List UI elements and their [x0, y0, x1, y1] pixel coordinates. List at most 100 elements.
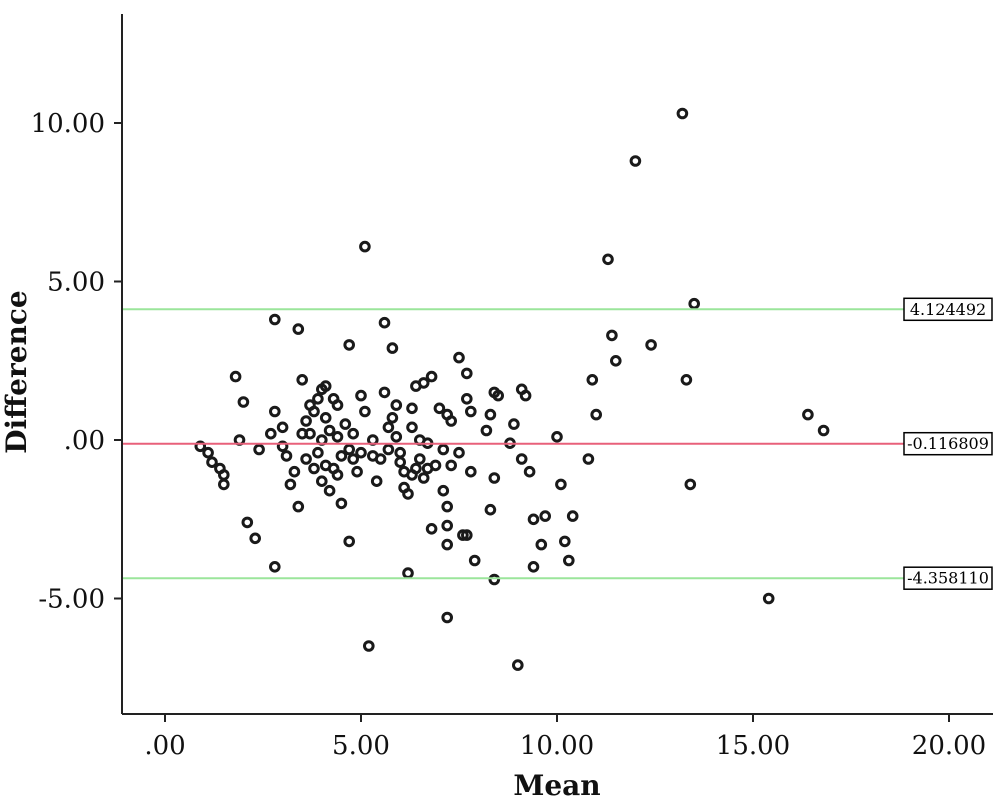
- data-point: [292, 500, 305, 513]
- data-point: [437, 443, 450, 456]
- data-point: [351, 465, 363, 478]
- axes-layer: [121, 14, 993, 715]
- data-point: [323, 424, 336, 437]
- data-point: [229, 370, 242, 383]
- data-point: [586, 374, 599, 386]
- data-point: [606, 329, 618, 342]
- data-point: [343, 535, 356, 548]
- data-point: [429, 459, 442, 472]
- data-point: [445, 459, 458, 472]
- reference-lines-layer: 4.124492 -0.116809 -4.358110: [123, 297, 993, 590]
- data-point: [492, 389, 505, 402]
- data-point: [508, 418, 520, 430]
- data-point: [566, 510, 579, 522]
- data-point: [610, 355, 622, 367]
- data-point: [296, 374, 309, 386]
- data-point: [394, 456, 407, 469]
- data-point: [312, 393, 324, 405]
- data-point: [582, 453, 595, 465]
- data-point: [551, 431, 563, 443]
- data-point: [402, 488, 414, 500]
- data-point: [288, 465, 301, 478]
- data-point: [645, 339, 657, 351]
- data-point: [386, 342, 399, 354]
- data-point: [457, 529, 469, 541]
- data-point: [300, 453, 312, 465]
- x-tick-label: 10.00: [520, 731, 594, 761]
- data-point: [347, 427, 360, 440]
- data-point: [194, 440, 207, 453]
- data-point: [319, 412, 332, 424]
- data-point: [292, 323, 305, 335]
- data-point: [390, 399, 403, 411]
- data-point: [527, 561, 540, 573]
- data-point: [441, 519, 454, 532]
- data-point: [323, 484, 336, 497]
- data-point: [339, 418, 352, 430]
- data-point: [206, 456, 218, 469]
- data-point: [276, 421, 289, 434]
- data-point: [441, 500, 454, 513]
- data-point: [304, 427, 316, 440]
- data-point: [519, 389, 532, 402]
- data-point: [276, 440, 289, 453]
- data-point: [359, 405, 371, 418]
- data-point: [629, 155, 642, 167]
- x-tick-label: .00: [144, 731, 185, 761]
- reference-label-box: [903, 431, 993, 456]
- data-point: [512, 659, 524, 671]
- data-point: [555, 478, 567, 491]
- data-point: [484, 503, 497, 516]
- points-layer: [194, 107, 830, 671]
- data-point: [319, 380, 332, 392]
- data-point: [382, 421, 395, 434]
- data-point: [515, 453, 528, 465]
- data-point: [676, 107, 689, 120]
- data-point: [817, 424, 830, 437]
- data-point: [308, 462, 320, 475]
- data-point: [468, 554, 481, 567]
- data-point: [406, 421, 418, 434]
- data-point: [802, 408, 814, 421]
- data-point: [284, 478, 297, 491]
- data-point: [688, 297, 701, 310]
- data-point: [394, 446, 407, 459]
- x-tick-label: 5.00: [332, 731, 390, 761]
- data-point: [347, 453, 360, 465]
- data-point: [563, 554, 575, 567]
- data-point: [378, 316, 391, 329]
- data-point: [445, 415, 458, 427]
- data-point: [437, 484, 450, 497]
- data-point: [441, 538, 454, 551]
- data-point: [425, 523, 438, 535]
- data-point: [414, 453, 426, 465]
- data-point: [461, 529, 473, 541]
- data-point: [425, 370, 438, 383]
- data-point: [237, 396, 250, 408]
- data-point: [241, 516, 254, 529]
- data-point: [402, 567, 414, 579]
- data-point: [465, 465, 477, 478]
- data-point: [559, 535, 571, 548]
- data-point: [417, 377, 430, 389]
- data-point: [684, 478, 697, 491]
- data-point: [363, 640, 375, 652]
- data-point: [484, 408, 497, 421]
- x-tick-label: 15.00: [716, 731, 790, 761]
- data-point: [433, 402, 446, 415]
- data-point: [523, 465, 536, 478]
- data-point: [331, 399, 344, 411]
- data-point: [382, 443, 395, 456]
- data-point: [308, 405, 320, 418]
- data-point: [202, 446, 214, 459]
- data-point: [390, 431, 403, 443]
- data-point: [343, 339, 356, 351]
- data-point: [359, 240, 371, 253]
- data-point: [355, 446, 367, 459]
- reference-label: -0.116809: [907, 434, 989, 453]
- data-point: [441, 611, 454, 624]
- y-axis-title: Difference: [0, 290, 33, 454]
- data-point: [602, 253, 614, 266]
- data-point: [680, 374, 693, 386]
- data-point: [249, 532, 261, 545]
